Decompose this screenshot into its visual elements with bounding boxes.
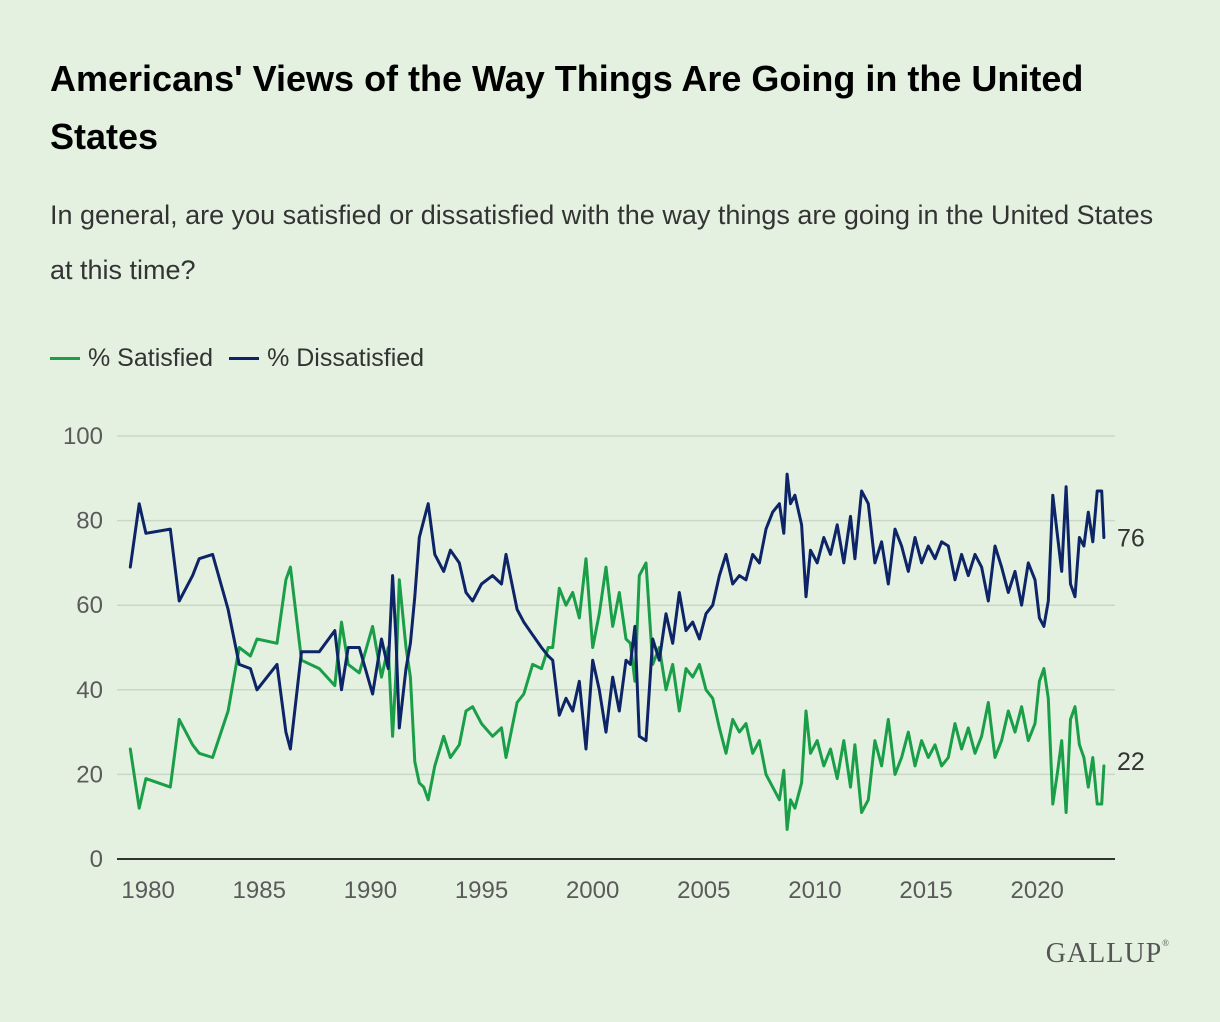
x-tick-label-1995: 1995 bbox=[455, 877, 508, 904]
chart-title: Americans' Views of the Way Things Are G… bbox=[50, 58, 1084, 157]
y-tick-label-60: 60 bbox=[76, 592, 103, 619]
registered-mark: ® bbox=[1162, 938, 1170, 948]
gallup-logo: GALLUP® bbox=[1046, 938, 1170, 970]
legend-item-dissatisfied[interactable]: % Dissatisfied bbox=[229, 344, 424, 373]
series-line-satisfied bbox=[128, 557, 1106, 831]
legend-label-satisfied: % Satisfied bbox=[88, 343, 214, 372]
y-tick-label-0: 0 bbox=[90, 846, 103, 873]
x-tick-label-1980: 1980 bbox=[121, 877, 174, 904]
x-tick-label-2005: 2005 bbox=[677, 877, 730, 904]
x-tick-label-1985: 1985 bbox=[233, 877, 286, 904]
x-tick-label-2015: 2015 bbox=[899, 877, 952, 904]
x-tick-label-2010: 2010 bbox=[788, 877, 841, 904]
legend-swatch-satisfied bbox=[50, 356, 80, 360]
y-tick-label-80: 80 bbox=[76, 508, 103, 535]
x-tick-label-2000: 2000 bbox=[566, 877, 619, 904]
legend-item-satisfied[interactable]: % Satisfied bbox=[50, 344, 213, 373]
y-tick-label-100: 100 bbox=[63, 423, 103, 450]
end-label-satisfied: 22 bbox=[1117, 748, 1145, 776]
end-label-dissatisfied: 76 bbox=[1117, 525, 1145, 553]
y-tick-label-40: 40 bbox=[76, 677, 103, 704]
x-tick-label-2020: 2020 bbox=[1011, 877, 1064, 904]
legend-label-dissatisfied: % Dissatisfied bbox=[267, 343, 425, 372]
series-line-dissatisfied bbox=[128, 472, 1106, 751]
x-tick-label-1990: 1990 bbox=[344, 877, 397, 904]
chart-subtitle: In general, are you satisfied or dissati… bbox=[50, 200, 1154, 285]
legend-swatch-dissatisfied bbox=[229, 356, 260, 360]
legend: % Satisfied % Dissatisfied bbox=[50, 338, 440, 378]
logo-text: GALLUP bbox=[1045, 938, 1163, 969]
y-tick-label-20: 20 bbox=[76, 761, 103, 788]
